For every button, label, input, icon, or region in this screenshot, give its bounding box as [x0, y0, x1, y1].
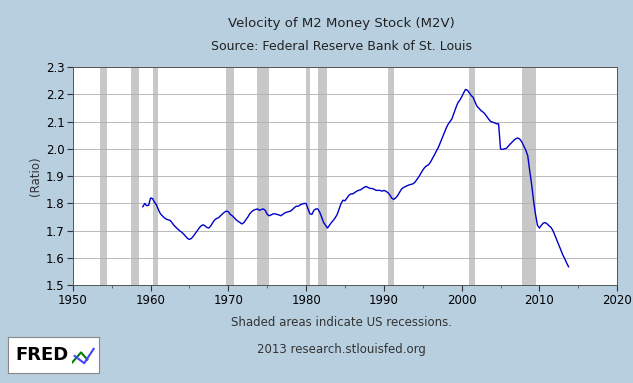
Text: Source: Federal Reserve Bank of St. Louis: Source: Federal Reserve Bank of St. Loui… — [211, 40, 472, 53]
Bar — [227, 67, 234, 285]
Y-axis label: (Ratio): (Ratio) — [28, 156, 42, 196]
Bar — [470, 67, 475, 285]
Bar — [100, 67, 107, 285]
Bar — [153, 67, 158, 285]
Bar — [318, 67, 327, 285]
Bar — [388, 67, 394, 285]
Text: 2013 research.stlouisfed.org: 2013 research.stlouisfed.org — [258, 343, 426, 356]
Bar — [306, 67, 310, 285]
Bar — [258, 67, 269, 285]
Text: FRED: FRED — [15, 346, 68, 364]
Text: Velocity of M2 Money Stock (M2V): Velocity of M2 Money Stock (M2V) — [229, 17, 455, 30]
Bar — [522, 67, 536, 285]
Text: Shaded areas indicate US recessions.: Shaded areas indicate US recessions. — [231, 316, 453, 329]
Bar — [131, 67, 139, 285]
